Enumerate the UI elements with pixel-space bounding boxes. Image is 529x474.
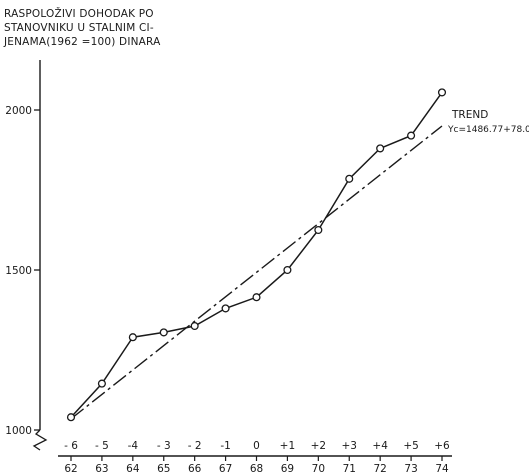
x-code-label: - 6 [64, 440, 78, 452]
y-ticks: 1000 1500 2000 [5, 105, 40, 437]
data-points [66, 88, 447, 422]
trend-equation: Yc=1486.77+78.04x [447, 125, 529, 135]
data-point [345, 174, 354, 183]
x-year-label: 63 [95, 463, 108, 474]
x-code-label: 0 [253, 440, 260, 452]
x-code-label: -4 [128, 440, 139, 452]
data-point [190, 321, 199, 331]
x-year-label: 64 [126, 463, 140, 474]
data-point [314, 225, 323, 235]
x-code-label: - 3 [157, 440, 171, 452]
x-code-label: +5 [403, 440, 418, 452]
x-year-label: 69 [281, 463, 294, 474]
x-year-labels: 62 63 64 65 66 67 68 69 70 71 72 73 74 [64, 456, 449, 474]
data-point [66, 413, 76, 422]
y-axis-title-line-3: JENAMA(1962 =100) DINARA [3, 36, 161, 48]
x-year-label: 62 [64, 463, 77, 474]
x-code-label: - 5 [95, 440, 109, 452]
x-code-labels: - 6 - 5 -4 - 3 - 2 -1 0 +1 +2 +3 +4 +5 +6 [64, 440, 450, 452]
axis-break-mark [32, 429, 48, 451]
x-year-label: 66 [188, 463, 202, 474]
data-point [221, 304, 230, 313]
y-tick-label-1500: 1500 [5, 265, 32, 277]
x-year-label: 73 [404, 463, 417, 474]
y-axis-title-line-2: STANOVNIKU U STALNIM CI- [4, 22, 154, 34]
x-year-label: 70 [312, 463, 325, 474]
data-point [252, 293, 261, 302]
trend-label: TREND [451, 109, 488, 121]
y-tick-label-1000: 1000 [5, 425, 32, 437]
data-point [128, 333, 137, 342]
y-axis-title: RASPOLOŽIVI DOHODAK PO STANOVNIKU U STAL… [3, 7, 161, 48]
data-point [97, 379, 106, 388]
x-year-label: 74 [435, 463, 449, 474]
data-point [376, 144, 385, 153]
x-year-label: 65 [157, 463, 170, 474]
x-year-label: 67 [219, 463, 232, 474]
axes [32, 60, 452, 457]
x-year-label: 71 [343, 463, 356, 474]
x-code-label: +4 [372, 440, 388, 452]
data-point [407, 131, 416, 140]
x-code-label: -1 [220, 440, 230, 452]
y-tick-label-2000: 2000 [5, 105, 32, 117]
x-code-label: - 2 [188, 440, 202, 452]
data-series-line [70, 91, 443, 418]
data-point [437, 88, 447, 97]
x-code-label: +6 [434, 440, 450, 452]
x-year-label: 68 [250, 463, 263, 474]
x-code-label: +1 [280, 440, 295, 452]
x-code-label: +2 [311, 440, 326, 452]
trend-line [70, 125, 443, 420]
x-year-label: 72 [373, 463, 386, 474]
y-axis-title-line-1: RASPOLOŽIVI DOHODAK PO [4, 7, 154, 20]
x-code-label: +3 [342, 440, 357, 452]
trend-annotation: TREND Yc=1486.77+78.04x [447, 109, 529, 135]
data-point [283, 265, 292, 275]
data-point [159, 328, 168, 337]
